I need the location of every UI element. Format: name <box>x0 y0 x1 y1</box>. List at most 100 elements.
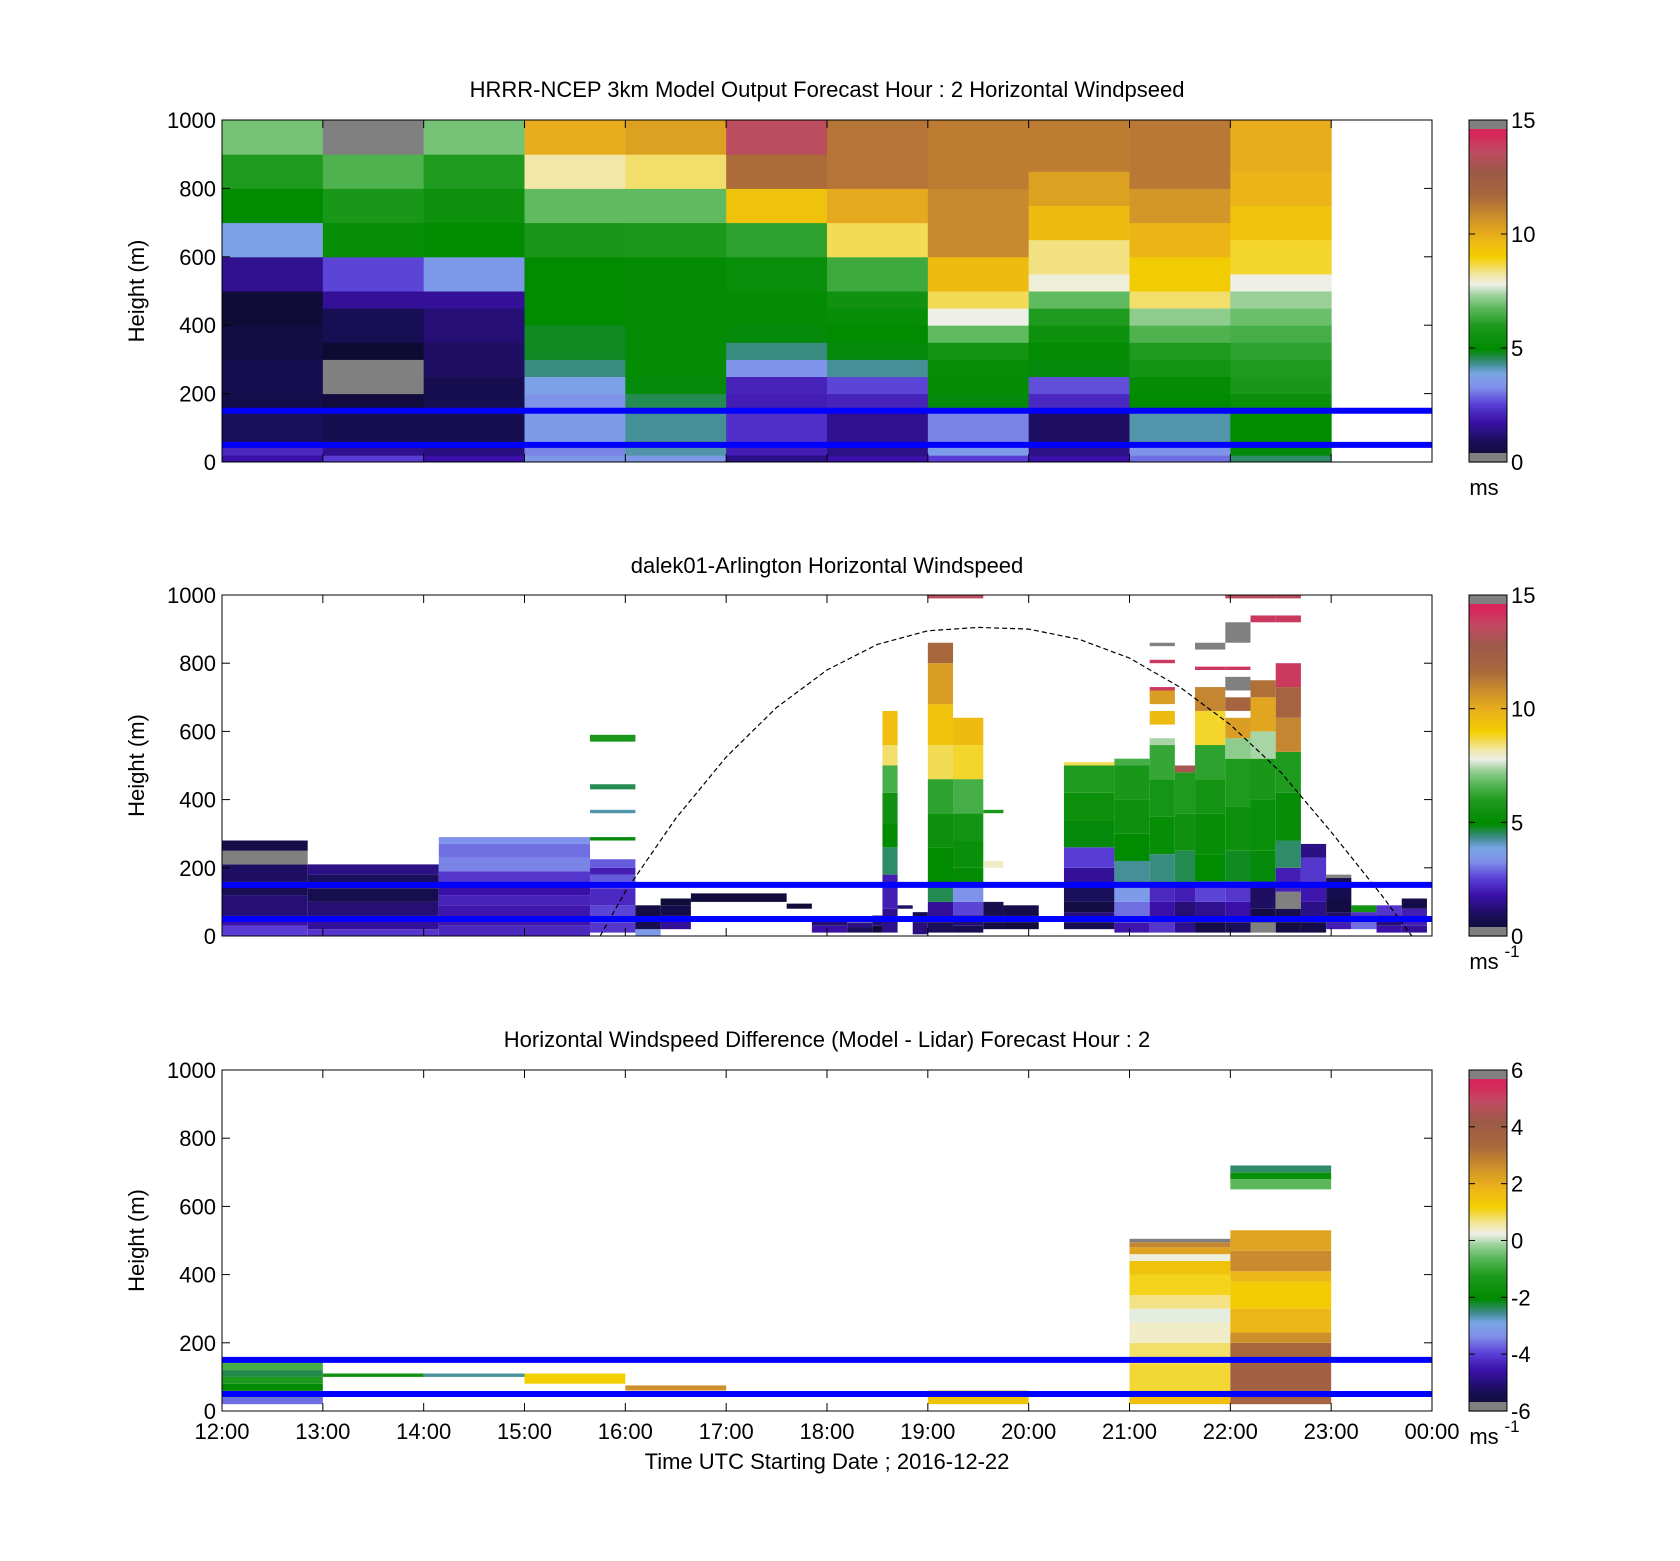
colorbar-swatch <box>1469 1185 1507 1189</box>
colorbar-swatch <box>1469 1174 1507 1178</box>
data-cell <box>1225 758 1251 807</box>
colorbar-swatch <box>1469 735 1507 739</box>
data-cell <box>222 154 324 189</box>
colorbar-swatch <box>1469 158 1507 162</box>
colorbar-swatch <box>1469 1115 1507 1119</box>
data-cell <box>524 325 626 360</box>
colorbar-swatch <box>1469 1372 1507 1376</box>
colorbar-swatch <box>1469 695 1507 698</box>
colorbar-swatch <box>1469 341 1507 345</box>
data-cell <box>1275 840 1301 868</box>
colorbar-swatch <box>1469 776 1507 780</box>
data-cell <box>953 813 984 841</box>
colorbar-unit: ms <box>1469 1424 1498 1449</box>
data-cell <box>307 929 439 936</box>
colorbar-swatch <box>1469 400 1507 404</box>
colorbar-swatch <box>1469 1354 1507 1358</box>
colorbar-swatch <box>1469 856 1507 860</box>
colorbar-swatch <box>1469 375 1507 379</box>
colorbar-swatch <box>1469 1110 1507 1114</box>
colorbar-swatch <box>1469 147 1507 151</box>
colorbar-swatch <box>1469 325 1507 329</box>
colorbar-swatch <box>1469 259 1507 262</box>
data-cell <box>322 410 425 442</box>
data-cell <box>625 376 727 395</box>
data-cell <box>1195 779 1226 814</box>
data-cell <box>1275 663 1301 688</box>
data-cell <box>927 376 1030 395</box>
data-cell <box>1401 898 1427 909</box>
colorbar-swatch <box>1469 133 1507 137</box>
x-tick-label: 19:00 <box>900 1419 955 1444</box>
colorbar-swatch <box>1469 313 1507 317</box>
data-cell <box>1063 820 1115 848</box>
data-cell <box>1230 1332 1332 1343</box>
data-cell <box>983 922 1004 930</box>
colorbar-swatch <box>1469 1351 1507 1355</box>
colorbar-swatch <box>1469 897 1507 901</box>
colorbar-swatch <box>1469 701 1507 705</box>
colorbar-swatch <box>1469 724 1507 728</box>
data-cell <box>1250 680 1276 698</box>
data-cell <box>660 905 691 916</box>
colorbar-swatch <box>1469 373 1507 376</box>
colorbar-swatch <box>1469 895 1507 898</box>
data-cell <box>1250 615 1276 623</box>
colorbar-swatch <box>1469 635 1507 639</box>
colorbar-swatch <box>1469 813 1507 817</box>
colorbar-swatch <box>1469 1088 1507 1092</box>
data-cell <box>1275 891 1301 909</box>
colorbar-swatch <box>1469 1349 1507 1353</box>
data-cell <box>827 325 929 343</box>
data-cell <box>322 256 425 292</box>
colorbar-swatch <box>1469 208 1507 212</box>
y-tick-label: 800 <box>179 651 216 676</box>
colorbar-swatch <box>1469 692 1507 696</box>
colorbar-swatch <box>1469 1242 1507 1246</box>
data-cell <box>1230 342 1332 360</box>
colorbar-swatch <box>1469 849 1507 853</box>
colorbar-swatch <box>1469 174 1507 178</box>
colorbar-swatch <box>1469 645 1507 648</box>
data-cell <box>690 893 787 902</box>
data-cell <box>1063 884 1115 902</box>
data-cell <box>1063 847 1115 868</box>
colorbar-swatch <box>1469 797 1507 801</box>
colorbar-swatch <box>1469 1085 1507 1089</box>
data-cell <box>1225 850 1251 882</box>
colorbar-tick-label: 0 <box>1511 450 1523 475</box>
data-cell <box>1063 901 1115 913</box>
colorbar-swatch <box>1469 854 1507 858</box>
data-cell <box>590 734 636 742</box>
y-tick-label: 800 <box>179 1126 216 1151</box>
colorbar-swatch <box>1469 756 1507 760</box>
data-cell <box>827 222 929 258</box>
colorbar-swatch <box>1469 842 1507 846</box>
colorbar-swatch <box>1469 386 1507 390</box>
data-cell <box>625 256 727 377</box>
data-cell <box>1250 697 1276 732</box>
data-cell <box>927 663 954 705</box>
colorbar-swatch <box>1469 713 1507 717</box>
data-cell <box>927 847 954 885</box>
colorbar-swatch <box>1469 1190 1507 1194</box>
data-cell <box>1174 772 1196 814</box>
colorbar-swatch <box>1469 631 1507 635</box>
colorbar-swatch <box>1469 1172 1507 1176</box>
y-axis-label: Height (m) <box>124 714 149 817</box>
colorbar-swatch <box>1469 715 1507 719</box>
colorbar-swatch <box>1469 915 1507 919</box>
y-tick-label: 0 <box>204 450 216 475</box>
colorbar-swatch <box>1469 1151 1507 1155</box>
colorbar-swatch <box>1469 1397 1507 1401</box>
data-cell <box>1195 666 1226 671</box>
data-cell <box>927 291 1030 309</box>
colorbar-swatch <box>1469 792 1507 796</box>
data-cell <box>827 342 929 360</box>
colorbar-tick-label: 5 <box>1511 336 1523 361</box>
colorbar-swatch <box>1469 140 1507 144</box>
data-cell <box>438 895 591 906</box>
data-cell <box>1351 905 1377 913</box>
colorbar-swatch <box>1469 243 1507 246</box>
colorbar-swatch <box>1469 717 1507 721</box>
